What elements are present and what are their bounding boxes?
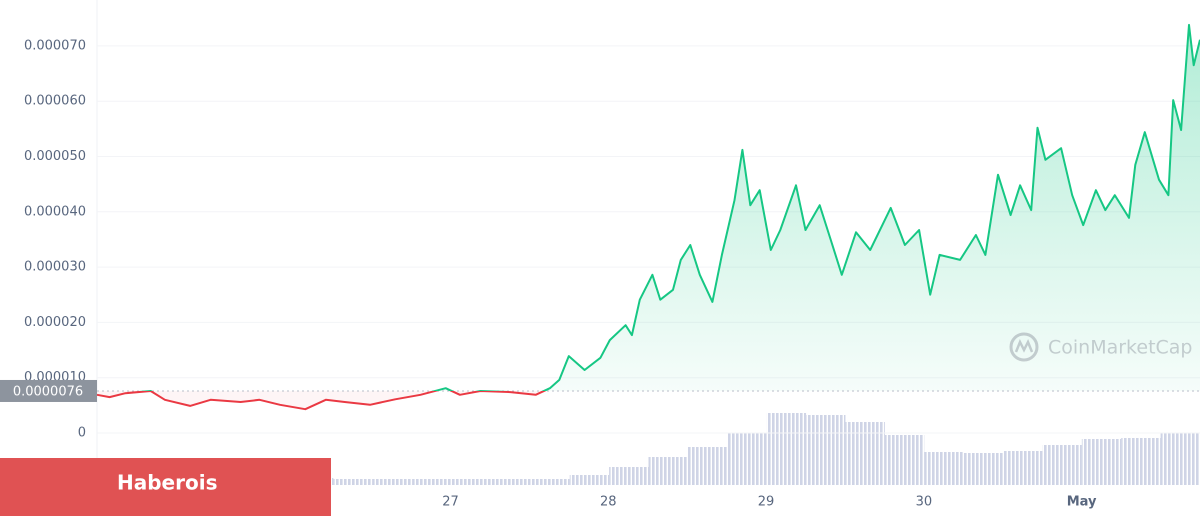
watermark-text: CoinMarketCap <box>1048 337 1193 359</box>
volume-bar <box>1042 445 1082 485</box>
volume-bar <box>1081 439 1122 485</box>
volume-bar <box>884 435 925 485</box>
x-tick-label: 30 <box>916 495 933 510</box>
y-tick-label: 0.000050 <box>24 149 86 164</box>
plot-layer <box>96 23 1200 411</box>
volume-bar <box>1003 451 1043 485</box>
volume-bar <box>924 452 964 485</box>
watermark-logo-mark <box>1014 338 1034 353</box>
volume-bar <box>727 433 767 485</box>
volume-bar <box>845 422 885 485</box>
banner-text: Haberois <box>117 471 217 495</box>
volume-bar <box>687 447 728 485</box>
volume-bar <box>1121 438 1161 485</box>
x-tick-label: 28 <box>600 495 617 510</box>
volume-bar <box>451 479 491 485</box>
volume-bar <box>412 479 452 485</box>
volume-bar <box>569 475 610 485</box>
volume-bar <box>806 415 846 485</box>
volume-bar <box>490 479 531 485</box>
volume-bar <box>963 453 1004 485</box>
y-tick-label: 0.000040 <box>24 204 86 219</box>
y-tick-label: 0.000070 <box>24 38 86 53</box>
volume-bar <box>766 413 807 485</box>
x-tick-label: May <box>1067 495 1097 510</box>
x-tick-label: 29 <box>758 495 775 510</box>
y-tick-label: 0 <box>78 426 86 441</box>
labels-layer: 00.0000100.0000200.0000300.0000400.00005… <box>0 38 1097 510</box>
y-tick-label: 0.000060 <box>24 94 86 109</box>
y-tick-label: 0.000030 <box>24 260 86 275</box>
price-line <box>96 23 1200 411</box>
volume-layer <box>97 413 1200 485</box>
watermark: CoinMarketCap <box>1009 332 1193 362</box>
volume-bar <box>372 479 413 485</box>
price-area <box>97 24 1200 410</box>
volume-bar <box>1160 433 1200 485</box>
y-tick-label: 0.000020 <box>24 315 86 330</box>
volume-bar <box>648 457 688 485</box>
x-tick-label: 27 <box>442 495 459 510</box>
baseline-label-box <box>0 379 97 402</box>
baseline-label: 0.0000076 <box>13 384 83 399</box>
banner <box>0 458 331 516</box>
volume-bar <box>530 479 570 485</box>
volume-bar <box>609 467 649 485</box>
watermark-logo <box>1009 332 1039 362</box>
volume-bar <box>333 479 373 485</box>
